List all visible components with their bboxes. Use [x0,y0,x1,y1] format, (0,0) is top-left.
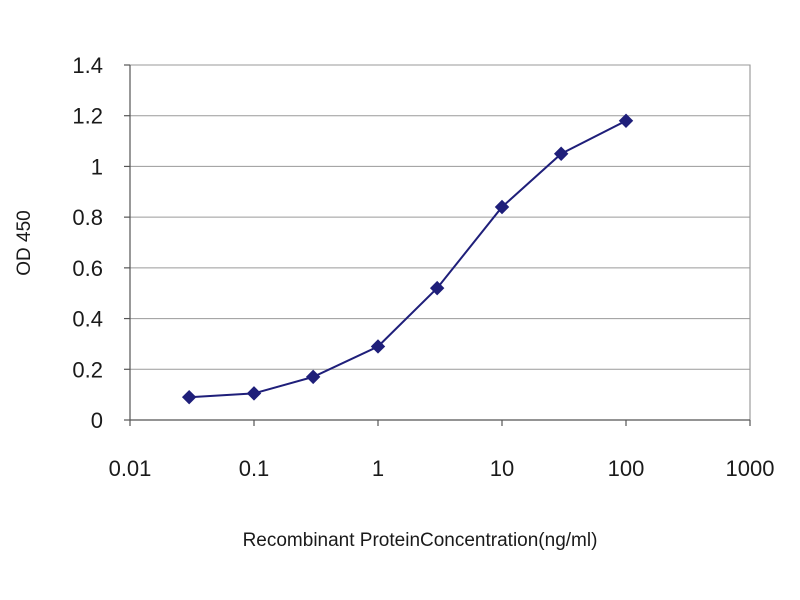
y-tick-label: 0.8 [72,205,103,230]
x-tick-label: 1 [372,456,384,481]
x-axis-title: Recombinant ProteinConcentration(ng/ml) [243,530,598,551]
data-point [246,386,262,401]
data-point [494,199,510,215]
axes [129,65,750,421]
data-point [429,280,445,296]
data-point [305,369,321,385]
plot-area [129,64,751,421]
data-point [553,146,569,161]
x-tick-label: 1000 [726,456,775,481]
series [181,113,634,405]
x-tick-label: 0.01 [109,456,152,481]
series-line [189,119,627,399]
y-tick-label: 0.6 [72,256,103,281]
y-tick-label: 1 [91,154,103,179]
y-tick-label: 1.2 [72,104,103,129]
y-tick-label: 0.2 [72,357,103,382]
data-point [181,389,197,405]
y-tick-label: 1.4 [72,53,103,78]
x-tick-label: 10 [490,456,514,481]
data-point [618,113,634,128]
data-point [370,339,386,354]
x-tick-label: 0.1 [239,456,270,481]
y-tick-label: 0 [91,408,103,433]
x-tick-labels: 0.01 0.1 1 10 100 1000 [109,420,775,481]
x-tick-label: 100 [608,456,645,481]
grid [130,64,750,370]
y-tick-label: 0.4 [72,307,103,332]
y-axis-title: OD 450 [14,210,35,275]
y-tick-labels: 0 0.2 0.4 0.6 0.8 1 1.2 1.4 [72,53,130,433]
